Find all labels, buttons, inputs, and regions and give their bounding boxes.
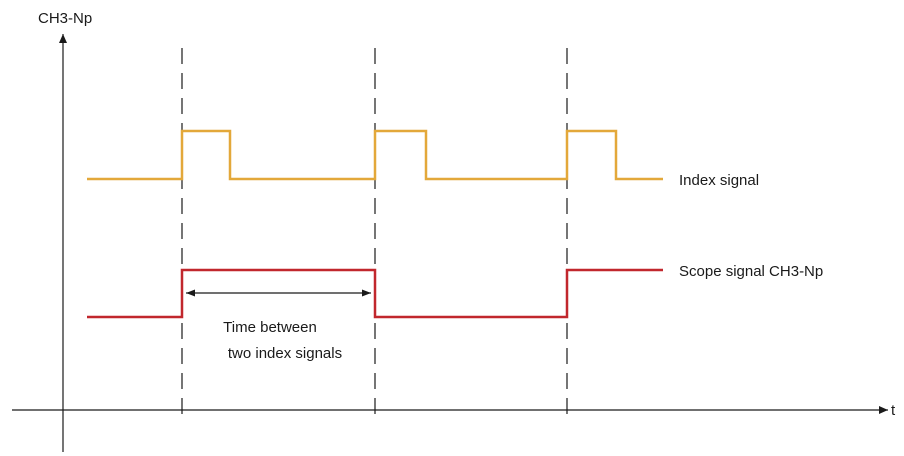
scope-signal-label: Scope signal CH3-Np [679, 263, 823, 280]
scope-signal-waveform [87, 268, 663, 319]
y-axis-label: CH3-Np [38, 10, 92, 27]
index-signal-label: Index signal [679, 172, 759, 189]
x-axis-label: t [891, 402, 896, 419]
period-annotation-line1: Time between [223, 319, 317, 336]
period-annotation-line2: two index signals [228, 345, 342, 362]
index-signal-waveform [87, 129, 663, 181]
